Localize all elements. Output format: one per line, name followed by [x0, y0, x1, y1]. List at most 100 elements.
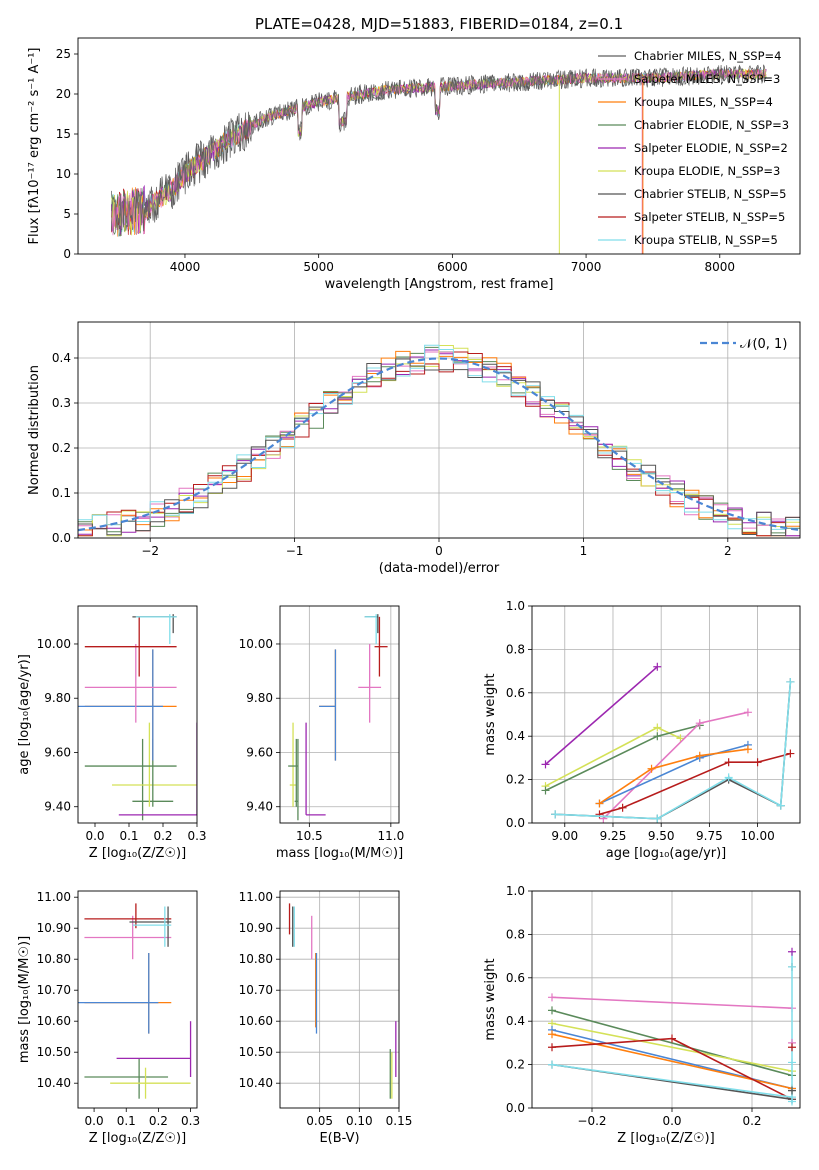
y-tick-label: 9.60 — [246, 745, 273, 759]
normal-reference-curve — [78, 357, 800, 532]
x-axis-label: (data-model)/error — [379, 561, 500, 576]
y-tick-label: 10.50 — [239, 1045, 273, 1059]
x-tick-label: 0.1 — [119, 829, 138, 843]
weight-point-marker — [595, 799, 604, 808]
legend-entry: Chabrier ELODIE, N_SSP=3 — [634, 118, 789, 132]
y-tick-label: 10.60 — [37, 1014, 71, 1028]
mass-vs-Z-axes: 0.0 0.1 0.2 0.3 10.40 10.50 10.60 10.70 10.80 10.… — [17, 890, 200, 1146]
y-tick-label: 10.80 — [239, 952, 273, 966]
y-tick-label: 10.70 — [239, 983, 273, 997]
y-tick-label: 0.1 — [52, 486, 71, 500]
histogram-series — [78, 345, 800, 537]
weight-series-line — [551, 996, 793, 1009]
weight-series-line — [545, 724, 700, 792]
x-tick-label: 6000 — [437, 260, 468, 274]
y-tick-label: 10.40 — [239, 1076, 273, 1090]
y-axis-label: mass [log₁₀(M/M☉)] — [17, 936, 32, 1063]
x-tick-label: 0.2 — [149, 1114, 168, 1128]
y-tick-label: 0.0 — [506, 1101, 525, 1115]
y-tick-label: 9.80 — [44, 691, 71, 705]
y-tick-label: 9.80 — [246, 691, 273, 705]
y-axis-label: mass weight — [483, 673, 498, 755]
legend-entry: 𝒩(0, 1) — [740, 337, 787, 352]
y-tick-label: 9.60 — [44, 745, 71, 759]
legend-entry: Kroupa MILES, N_SSP=4 — [634, 95, 773, 109]
histogram-series — [78, 351, 800, 537]
chart-title: PLATE=0428, MJD=51883, FIBERID=0184, z=0… — [255, 15, 623, 33]
weight-point-marker — [788, 1043, 796, 1052]
x-tick-label: −1 — [286, 544, 304, 558]
y-axis-label: Flux [fλ10⁻¹⁷ erg cm⁻² s⁻¹ A⁻¹] — [27, 48, 42, 245]
mass-vs-ebv-errorbars — [288, 903, 397, 1099]
weight-point-marker — [743, 708, 752, 717]
x-tick-label: 11.0 — [377, 829, 404, 843]
weight-point-marker — [618, 803, 627, 812]
legend-entry: Kroupa STELIB, N_SSP=5 — [634, 233, 778, 247]
weight-point-marker — [548, 1006, 556, 1015]
axes-frame — [77, 890, 198, 1109]
y-tick-label: 1.0 — [506, 599, 525, 613]
x-tick-label: 9.25 — [600, 829, 627, 843]
y-tick-label: 0.0 — [506, 816, 525, 830]
y-tick-label: 0.4 — [52, 351, 71, 365]
x-tick-label: 0.2 — [742, 1114, 761, 1128]
weight-series-line — [551, 1009, 793, 1077]
x-tick-label: 0.15 — [386, 1114, 413, 1128]
weight-point-marker — [548, 1043, 556, 1052]
y-tick-label: 10.60 — [239, 1014, 273, 1028]
weight-point-marker — [788, 1058, 796, 1067]
age-vs-Z-errorbars — [78, 614, 197, 821]
x-tick-label: 8000 — [705, 260, 736, 274]
axes-frame — [279, 605, 400, 824]
y-tick-label: 0 — [63, 247, 71, 261]
y-tick-label: 20 — [56, 87, 71, 101]
x-tick-label: 0.1 — [117, 1114, 136, 1128]
legend-entry: Kroupa ELODIE, N_SSP=3 — [634, 164, 780, 178]
axes-frame — [531, 605, 801, 824]
weight-point-marker — [548, 1060, 556, 1069]
x-tick-label: 10.5 — [296, 829, 323, 843]
x-axis-label: age [log₁₀(age/yr)] — [606, 846, 727, 861]
y-tick-label: 0.0 — [52, 531, 71, 545]
weight-vs-Z-axes: −0.2 0.0 0.2 0.0 0.2 0.4 0.6 0.8 1.0 Z [log₁₀(Z/Z… — [483, 884, 800, 1146]
weight-point-marker — [541, 786, 550, 795]
weight-point-marker — [788, 947, 796, 956]
y-tick-label: 9.40 — [246, 800, 273, 814]
weight-point-marker — [786, 749, 795, 758]
x-tick-label: 9.75 — [696, 829, 723, 843]
spectrum-lines — [111, 64, 767, 254]
y-tick-label: 10.90 — [239, 921, 273, 935]
y-tick-label: 1.0 — [506, 884, 525, 898]
weight-point-marker — [695, 719, 704, 728]
axes-frame — [279, 890, 400, 1109]
x-tick-label: 0.10 — [346, 1114, 373, 1128]
x-tick-label: 0.05 — [306, 1114, 333, 1128]
x-axis-label: Z [log₁₀(Z/Z☉)] — [617, 1131, 714, 1146]
y-tick-label: 0.8 — [506, 927, 525, 941]
y-tick-label: 10.70 — [37, 983, 71, 997]
weight-point-marker — [776, 801, 785, 810]
weight-vs-Z-lines — [548, 947, 796, 1106]
weight-series-line — [602, 711, 749, 820]
histograms — [78, 344, 800, 537]
x-tick-label: 0.3 — [181, 1114, 200, 1128]
x-tick-label: 0 — [435, 544, 443, 558]
legend-entry: Chabrier STELIB, N_SSP=5 — [634, 187, 786, 201]
weight-point-marker — [548, 1030, 556, 1039]
x-tick-label: −0.2 — [577, 1114, 606, 1128]
weight-point-marker — [724, 773, 733, 782]
x-tick-label: 5000 — [303, 260, 334, 274]
y-tick-label: 10 — [56, 167, 71, 181]
x-tick-label: 0.0 — [85, 1114, 104, 1128]
y-tick-label: 15 — [56, 127, 71, 141]
weight-point-marker — [668, 1034, 676, 1043]
y-tick-label: 10.50 — [37, 1045, 71, 1059]
weight-point-marker — [724, 758, 733, 767]
x-tick-label: 9.00 — [551, 829, 578, 843]
age-vs-mass-errorbars — [288, 614, 388, 821]
weight-point-marker — [695, 751, 704, 760]
weight-series-line — [551, 1063, 793, 1098]
y-axis-label: age [log₁₀(age/yr)] — [17, 654, 32, 775]
mass-vs-Z-errorbars — [78, 903, 192, 1099]
x-tick-label: 0.3 — [187, 829, 206, 843]
